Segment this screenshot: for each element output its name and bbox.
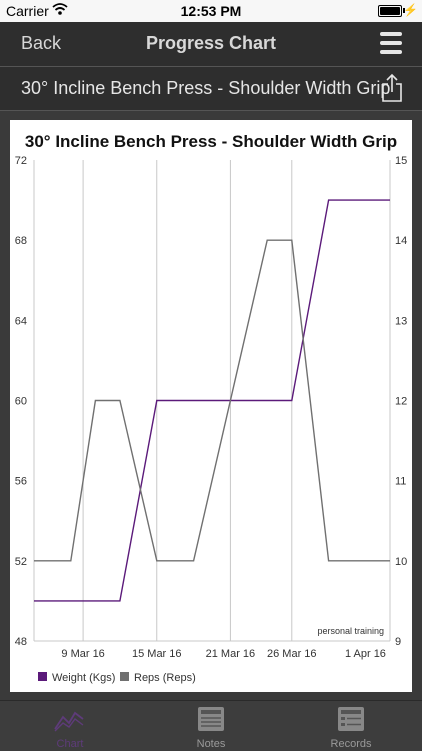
x-tick-label: 21 Mar 16: [206, 648, 256, 660]
watermark-label: personal training: [317, 626, 384, 636]
y-left-tick-label: 64: [15, 315, 27, 327]
x-tick-label: 9 Mar 16: [61, 648, 104, 660]
tab-records-label: Records: [330, 738, 372, 750]
x-tick-label: 26 Mar 16: [267, 648, 317, 660]
tab-records[interactable]: Records: [311, 701, 391, 751]
y-right-tick-label: 12: [395, 396, 407, 408]
tab-notes-label: Notes: [196, 738, 226, 750]
y-left-tick-label: 48: [15, 636, 27, 648]
hamburger-menu-icon[interactable]: [380, 32, 402, 56]
weight-series-line: [34, 199, 390, 602]
wifi-icon: [52, 2, 68, 19]
y-right-tick-label: 13: [395, 315, 407, 327]
tab-notes[interactable]: Notes: [171, 701, 251, 751]
chart-icon: [30, 705, 110, 736]
y-left-tick-label: 56: [15, 476, 27, 488]
navigation-bar: Back Progress Chart: [0, 22, 422, 67]
x-tick-label: 1 Apr 16: [345, 648, 386, 660]
y-right-tick-label: 11: [395, 476, 406, 488]
exercise-bar: 30° Incline Bench Press - Shoulder Width…: [0, 67, 422, 111]
tab-chart[interactable]: Chart: [30, 701, 110, 751]
y-right-tick-label: 14: [395, 235, 407, 247]
legend-weight-label: Weight (Kgs): [52, 672, 115, 684]
y-left-tick-label: 72: [15, 155, 27, 167]
battery-icon: [378, 5, 402, 17]
reps-series-line: [34, 239, 390, 562]
tab-chart-label: Chart: [56, 738, 84, 750]
battery-tip: [403, 8, 405, 13]
y-right-tick-label: 15: [395, 155, 407, 167]
back-button[interactable]: Back: [21, 33, 62, 53]
legend-reps-label: Reps (Reps): [134, 672, 196, 684]
carrier-label: Carrier: [6, 3, 49, 19]
y-right-tick-label: 9: [395, 636, 401, 648]
y-left-tick-label: 60: [15, 396, 27, 408]
y-left-tick-label: 68: [15, 235, 27, 247]
clock: 12:53 PM: [180, 3, 242, 19]
chart-card: 30° Incline Bench Press - Shoulder Width…: [10, 120, 412, 692]
legend-weight-swatch: [38, 672, 47, 681]
records-icon: [311, 705, 391, 736]
status-bar: Carrier 12:53 PM ⚡: [0, 0, 422, 22]
y-right-tick-label: 10: [395, 556, 407, 568]
y-left-tick-label: 52: [15, 556, 27, 568]
tab-bar: Chart Notes Records: [0, 700, 422, 751]
progress-chart: 72 68 64 60 56 52 48 15 14 13 12 11 10 9 9 Mar 16 15 Ma…: [15, 155, 408, 684]
share-icon[interactable]: [380, 73, 404, 103]
exercise-name: 30° Incline Bench Press - Shoulder Width…: [21, 78, 391, 98]
charging-icon: ⚡: [403, 3, 418, 17]
chart-title: 30° Incline Bench Press - Shoulder Width…: [24, 132, 398, 151]
x-tick-label: 15 Mar 16: [132, 648, 182, 660]
page-title: Progress Chart: [145, 33, 277, 53]
legend-reps-swatch: [120, 672, 129, 681]
notes-icon: [171, 705, 251, 736]
